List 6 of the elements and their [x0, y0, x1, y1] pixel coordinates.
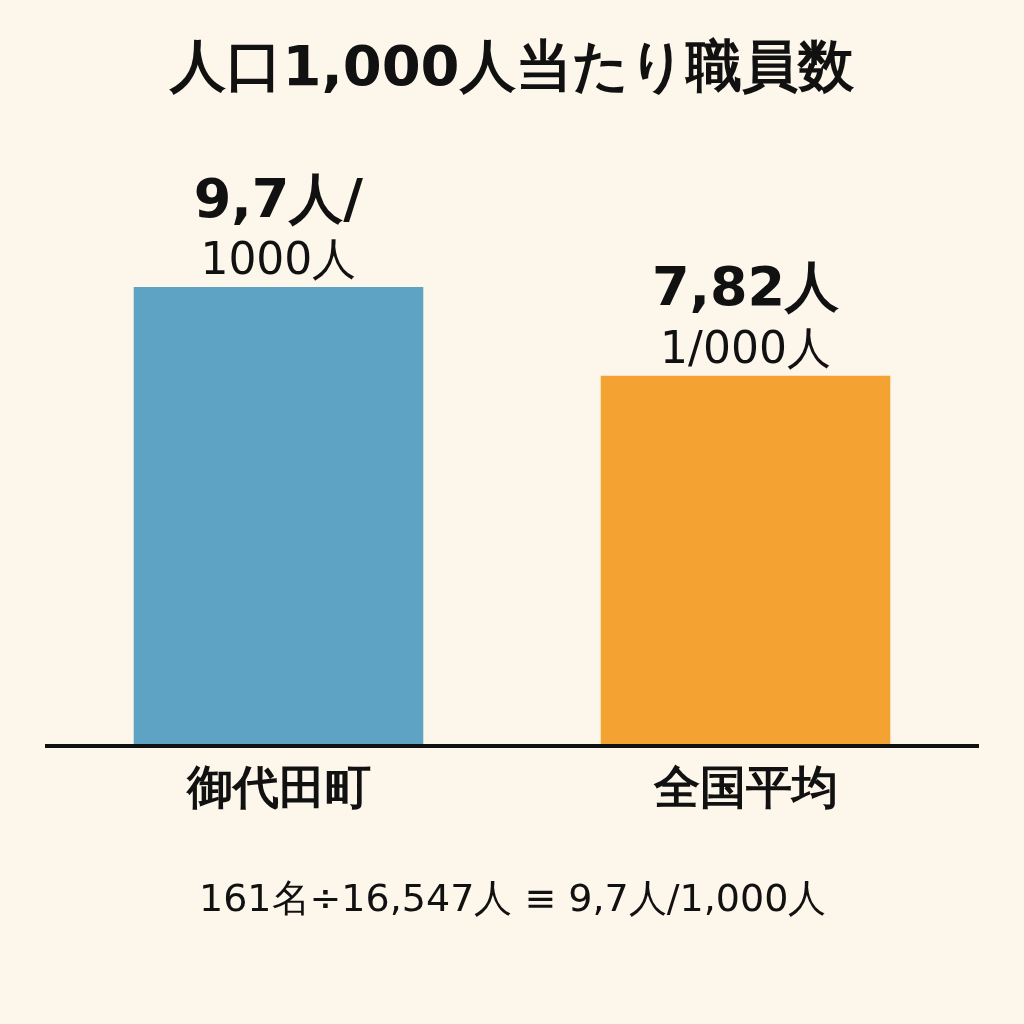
x-tick-label: 御代田町: [184, 760, 371, 815]
data-label: 7,82人 1/000人: [651, 255, 840, 373]
x-tick-label: 全国平均: [652, 760, 838, 815]
data-label: 9,7人/ 1000人: [193, 166, 364, 285]
chart-title: 人口1,000人当たり職員数: [169, 33, 855, 99]
text: 161名÷16,547人 ≡ 9,7人/1,000人: [199, 876, 827, 920]
